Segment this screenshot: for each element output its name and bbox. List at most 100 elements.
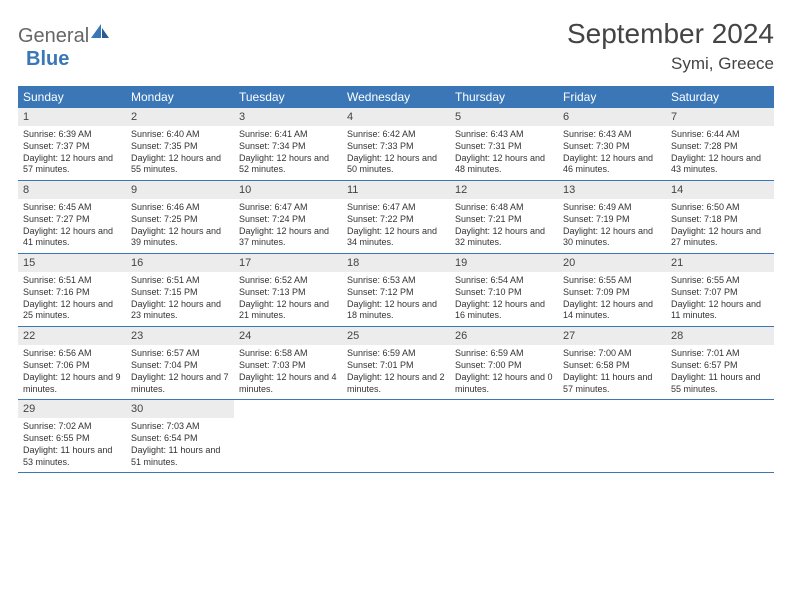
day-number: 16 <box>126 254 234 272</box>
daylight-text: Daylight: 12 hours and 16 minutes. <box>455 299 553 322</box>
day-cell: 30Sunrise: 7:03 AMSunset: 6:54 PMDayligh… <box>126 400 234 472</box>
sunset-text: Sunset: 7:16 PM <box>23 287 121 299</box>
day-number: 8 <box>18 181 126 199</box>
day-number: 23 <box>126 327 234 345</box>
sunset-text: Sunset: 7:22 PM <box>347 214 445 226</box>
sunrise-text: Sunrise: 6:44 AM <box>671 129 769 141</box>
sunset-text: Sunset: 7:00 PM <box>455 360 553 372</box>
day-cell: 19Sunrise: 6:54 AMSunset: 7:10 PMDayligh… <box>450 254 558 326</box>
daylight-text: Daylight: 12 hours and 7 minutes. <box>131 372 229 395</box>
sunset-text: Sunset: 6:58 PM <box>563 360 661 372</box>
sunset-text: Sunset: 7:21 PM <box>455 214 553 226</box>
sunrise-text: Sunrise: 6:58 AM <box>239 348 337 360</box>
sunset-text: Sunset: 6:54 PM <box>131 433 229 445</box>
daylight-text: Daylight: 12 hours and 0 minutes. <box>455 372 553 395</box>
sunrise-text: Sunrise: 6:53 AM <box>347 275 445 287</box>
sunrise-text: Sunrise: 6:57 AM <box>131 348 229 360</box>
day-cell: 22Sunrise: 6:56 AMSunset: 7:06 PMDayligh… <box>18 327 126 399</box>
day-cell: 8Sunrise: 6:45 AMSunset: 7:27 PMDaylight… <box>18 181 126 253</box>
day-info: Sunrise: 7:00 AMSunset: 6:58 PMDaylight:… <box>558 345 666 395</box>
daylight-text: Daylight: 12 hours and 57 minutes. <box>23 153 121 176</box>
day-number: 14 <box>666 181 774 199</box>
daylight-text: Daylight: 11 hours and 57 minutes. <box>563 372 661 395</box>
sunset-text: Sunset: 7:03 PM <box>239 360 337 372</box>
day-info: Sunrise: 6:50 AMSunset: 7:18 PMDaylight:… <box>666 199 774 249</box>
brand-word2: Blue <box>26 48 69 71</box>
sunrise-text: Sunrise: 6:55 AM <box>563 275 661 287</box>
day-info: Sunrise: 6:46 AMSunset: 7:25 PMDaylight:… <box>126 199 234 249</box>
day-info: Sunrise: 6:56 AMSunset: 7:06 PMDaylight:… <box>18 345 126 395</box>
day-info: Sunrise: 6:47 AMSunset: 7:24 PMDaylight:… <box>234 199 342 249</box>
day-number: 21 <box>666 254 774 272</box>
sunset-text: Sunset: 7:24 PM <box>239 214 337 226</box>
sunrise-text: Sunrise: 6:59 AM <box>347 348 445 360</box>
sunset-text: Sunset: 7:01 PM <box>347 360 445 372</box>
day-number: 17 <box>234 254 342 272</box>
day-info: Sunrise: 6:58 AMSunset: 7:03 PMDaylight:… <box>234 345 342 395</box>
daylight-text: Daylight: 12 hours and 4 minutes. <box>239 372 337 395</box>
day-cell: 1Sunrise: 6:39 AMSunset: 7:37 PMDaylight… <box>18 108 126 180</box>
daylight-text: Daylight: 12 hours and 2 minutes. <box>347 372 445 395</box>
day-cell: .... <box>666 400 774 472</box>
day-number: 9 <box>126 181 234 199</box>
sunset-text: Sunset: 7:31 PM <box>455 141 553 153</box>
day-info: Sunrise: 6:57 AMSunset: 7:04 PMDaylight:… <box>126 345 234 395</box>
day-cell: 6Sunrise: 6:43 AMSunset: 7:30 PMDaylight… <box>558 108 666 180</box>
sunrise-text: Sunrise: 6:46 AM <box>131 202 229 214</box>
day-info: Sunrise: 6:43 AMSunset: 7:30 PMDaylight:… <box>558 126 666 176</box>
day-number: 28 <box>666 327 774 345</box>
day-cell: 12Sunrise: 6:48 AMSunset: 7:21 PMDayligh… <box>450 181 558 253</box>
brand-blue: Blue <box>26 42 69 71</box>
day-cell: 25 Sunrise: 6:59 AMSunset: 7:01 PMDayligh… <box>342 327 450 399</box>
sunset-text: Sunset: 7:04 PM <box>131 360 229 372</box>
sunrise-text: Sunrise: 6:43 AM <box>563 129 661 141</box>
day-cell: 17Sunrise: 6:52 AMSunset: 7:13 PMDayligh… <box>234 254 342 326</box>
day-number: 25 <box>342 327 450 345</box>
daylight-text: Daylight: 11 hours and 53 minutes. <box>23 445 121 468</box>
weekday-thu: Thursday <box>450 86 558 108</box>
weekday-fri: Friday <box>558 86 666 108</box>
sunset-text: Sunset: 7:33 PM <box>347 141 445 153</box>
week-row: 15Sunrise: 6:51 AMSunset: 7:16 PMDayligh… <box>18 254 774 327</box>
daylight-text: Daylight: 12 hours and 37 minutes. <box>239 226 337 249</box>
day-cell: .... <box>342 400 450 472</box>
day-info: Sunrise: 7:03 AMSunset: 6:54 PMDaylight:… <box>126 418 234 468</box>
weekday-sun: Sunday <box>18 86 126 108</box>
day-info: Sunrise: 6:52 AMSunset: 7:13 PMDaylight:… <box>234 272 342 322</box>
daylight-text: Daylight: 12 hours and 34 minutes. <box>347 226 445 249</box>
sunrise-text: Sunrise: 6:40 AM <box>131 129 229 141</box>
day-number: 20 <box>558 254 666 272</box>
day-cell: .... <box>558 400 666 472</box>
day-number: 10 <box>234 181 342 199</box>
sunrise-text: Sunrise: 6:54 AM <box>455 275 553 287</box>
weekday-tue: Tuesday <box>234 86 342 108</box>
day-info: Sunrise: 6:39 AMSunset: 7:37 PMDaylight:… <box>18 126 126 176</box>
day-cell: 4Sunrise: 6:42 AMSunset: 7:33 PMDaylight… <box>342 108 450 180</box>
day-number: 1 <box>18 108 126 126</box>
sunset-text: Sunset: 7:13 PM <box>239 287 337 299</box>
sunrise-text: Sunrise: 6:39 AM <box>23 129 121 141</box>
calendar-grid: 1Sunrise: 6:39 AMSunset: 7:37 PMDaylight… <box>18 108 774 473</box>
daylight-text: Daylight: 12 hours and 30 minutes. <box>563 226 661 249</box>
sunrise-text: Sunrise: 6:50 AM <box>671 202 769 214</box>
day-info: Sunrise: 6:40 AMSunset: 7:35 PMDaylight:… <box>126 126 234 176</box>
day-cell: 18Sunrise: 6:53 AMSunset: 7:12 PMDayligh… <box>342 254 450 326</box>
daylight-text: Daylight: 12 hours and 23 minutes. <box>131 299 229 322</box>
day-number: 7 <box>666 108 774 126</box>
sunrise-text: Sunrise: 6:43 AM <box>455 129 553 141</box>
day-number: 2 <box>126 108 234 126</box>
day-cell: 27Sunrise: 7:00 AMSunset: 6:58 PMDayligh… <box>558 327 666 399</box>
sunset-text: Sunset: 7:06 PM <box>23 360 121 372</box>
day-cell: 5Sunrise: 6:43 AMSunset: 7:31 PMDaylight… <box>450 108 558 180</box>
day-info: Sunrise: 6:41 AMSunset: 7:34 PMDaylight:… <box>234 126 342 176</box>
week-row: 8Sunrise: 6:45 AMSunset: 7:27 PMDaylight… <box>18 181 774 254</box>
sunset-text: Sunset: 6:57 PM <box>671 360 769 372</box>
day-info: Sunrise: 6:51 AMSunset: 7:15 PMDaylight:… <box>126 272 234 322</box>
daylight-text: Daylight: 12 hours and 52 minutes. <box>239 153 337 176</box>
day-cell: 11Sunrise: 6:47 AMSunset: 7:22 PMDayligh… <box>342 181 450 253</box>
daylight-text: Daylight: 12 hours and 11 minutes. <box>671 299 769 322</box>
sunset-text: Sunset: 7:07 PM <box>671 287 769 299</box>
sunrise-text: Sunrise: 6:55 AM <box>671 275 769 287</box>
day-info: Sunrise: 6:45 AMSunset: 7:27 PMDaylight:… <box>18 199 126 249</box>
day-cell: 16Sunrise: 6:51 AMSunset: 7:15 PMDayligh… <box>126 254 234 326</box>
